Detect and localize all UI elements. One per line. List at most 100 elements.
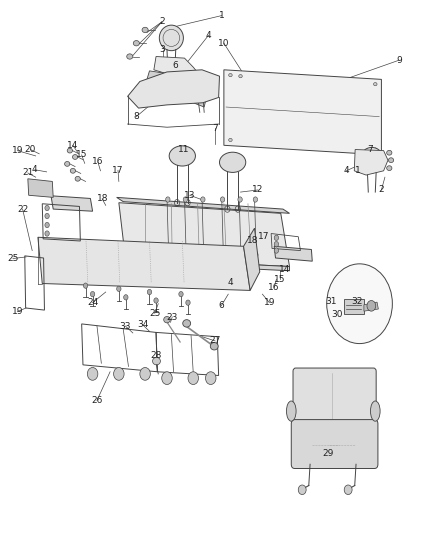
Text: 25: 25 [7,254,18,263]
Text: 14: 14 [278,265,289,273]
Circle shape [274,235,278,240]
Text: 8: 8 [133,112,139,121]
Circle shape [297,485,305,495]
Ellipse shape [163,317,170,323]
Circle shape [161,372,172,384]
Circle shape [113,368,124,380]
Ellipse shape [152,358,160,365]
Circle shape [140,368,150,380]
Circle shape [45,213,49,219]
Text: 6: 6 [172,61,177,70]
Text: 16: 16 [92,157,103,166]
Text: 17: 17 [112,166,124,175]
Circle shape [117,286,121,292]
Circle shape [183,197,187,202]
Circle shape [274,241,278,247]
Text: 18: 18 [96,195,108,204]
Circle shape [166,252,170,257]
Ellipse shape [67,148,72,153]
Text: 16: 16 [268,283,279,292]
Text: 20: 20 [25,145,36,154]
Ellipse shape [72,155,78,159]
Text: 31: 31 [325,296,336,305]
Text: 2: 2 [159,18,164,27]
Polygon shape [145,71,206,107]
Circle shape [45,205,49,211]
Polygon shape [343,300,363,314]
Ellipse shape [169,146,195,166]
Text: 12: 12 [252,185,263,195]
Ellipse shape [127,54,133,59]
Text: 2: 2 [378,185,383,195]
Text: 13: 13 [184,191,195,200]
Ellipse shape [373,83,376,86]
Text: 27: 27 [209,336,220,345]
Text: 34: 34 [137,320,148,329]
Circle shape [326,264,392,344]
Ellipse shape [133,41,139,46]
Circle shape [178,292,183,297]
Circle shape [238,252,242,257]
Polygon shape [363,302,378,311]
Circle shape [201,252,205,257]
Circle shape [187,372,198,384]
Text: 14: 14 [67,141,78,150]
Circle shape [185,300,190,305]
Text: 29: 29 [321,449,333,458]
Polygon shape [28,179,53,197]
Text: 26: 26 [91,396,102,405]
Polygon shape [125,259,289,271]
Ellipse shape [182,320,190,327]
Text: 15: 15 [76,150,87,159]
Circle shape [45,222,49,228]
Text: 17: 17 [258,232,269,241]
Circle shape [90,292,95,297]
Ellipse shape [359,148,383,173]
Circle shape [205,372,215,384]
Polygon shape [223,70,381,155]
Text: 18: 18 [246,237,258,246]
Polygon shape [38,237,250,290]
Circle shape [253,252,258,257]
Text: 19: 19 [263,298,275,307]
Circle shape [200,197,205,202]
Circle shape [274,248,278,253]
Ellipse shape [159,25,183,51]
Text: 24: 24 [87,298,98,307]
Text: 1: 1 [353,166,360,175]
Text: 22: 22 [17,205,28,214]
Ellipse shape [370,401,379,421]
Ellipse shape [388,158,393,163]
Circle shape [183,252,187,257]
Text: 30: 30 [330,310,342,319]
Circle shape [237,197,242,202]
Text: 4: 4 [343,166,348,175]
Circle shape [147,289,151,295]
Text: 33: 33 [120,321,131,330]
Text: 19: 19 [11,307,23,316]
Ellipse shape [219,152,245,172]
Text: 19: 19 [11,146,23,155]
Polygon shape [127,70,219,108]
Polygon shape [119,203,289,266]
Polygon shape [51,196,92,211]
Ellipse shape [64,161,70,166]
Text: 3: 3 [159,45,165,54]
FancyBboxPatch shape [290,419,377,469]
Text: 10: 10 [218,39,229,48]
Text: 1: 1 [218,11,224,20]
Polygon shape [274,246,311,261]
Text: 6: 6 [218,301,224,310]
Polygon shape [243,228,259,290]
Circle shape [153,298,158,303]
Circle shape [220,197,224,202]
Ellipse shape [238,75,242,78]
Circle shape [253,197,257,202]
Ellipse shape [373,148,376,151]
Ellipse shape [386,150,391,155]
Text: 4: 4 [205,31,211,40]
Text: 4: 4 [227,278,233,287]
Circle shape [220,252,225,257]
Polygon shape [353,150,387,175]
Ellipse shape [386,166,391,171]
